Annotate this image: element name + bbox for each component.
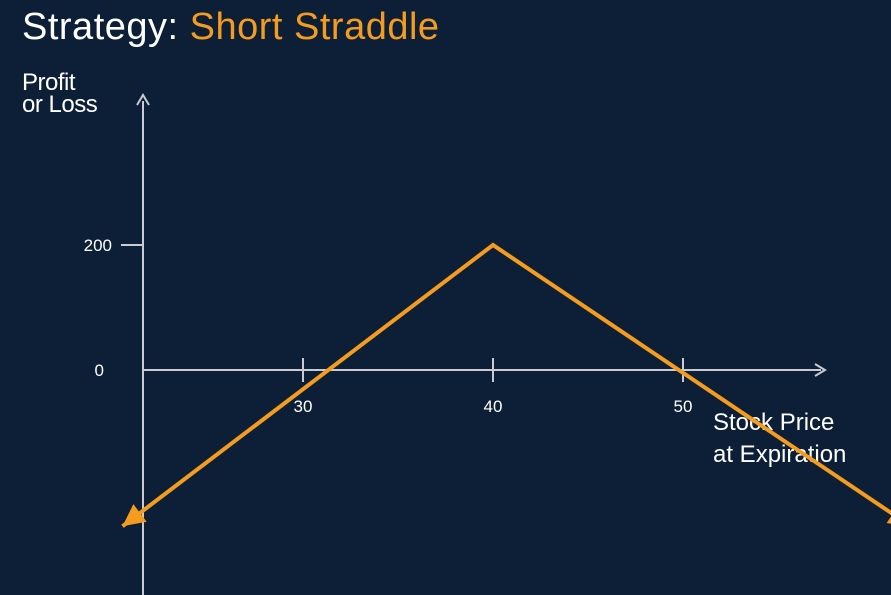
payoff-arrow-right [886,516,891,524]
y-axis-label-line: or Loss [22,91,98,118]
x-axis-arrow [814,363,827,377]
y-axis-arrow [136,93,150,106]
x-tick-label: 40 [484,397,503,416]
title-strategy-name: Short Straddle [189,6,440,48]
y-tick-label: 200 [84,236,112,255]
title-prefix: Strategy: [22,6,179,48]
x-tick-label: 50 [674,397,693,416]
payoff-line [121,242,891,528]
y-axis-label: Profit or Loss [22,69,98,118]
chart-title: Strategy: Short Straddle [22,6,440,49]
y-axis-label-line: Profit [22,69,76,96]
x-tick-label: 30 [294,397,313,416]
y-tick-label: 0 [95,361,104,380]
payoff-arrow-left [122,504,147,527]
x-axis-label-line: at Expiration [713,441,846,468]
